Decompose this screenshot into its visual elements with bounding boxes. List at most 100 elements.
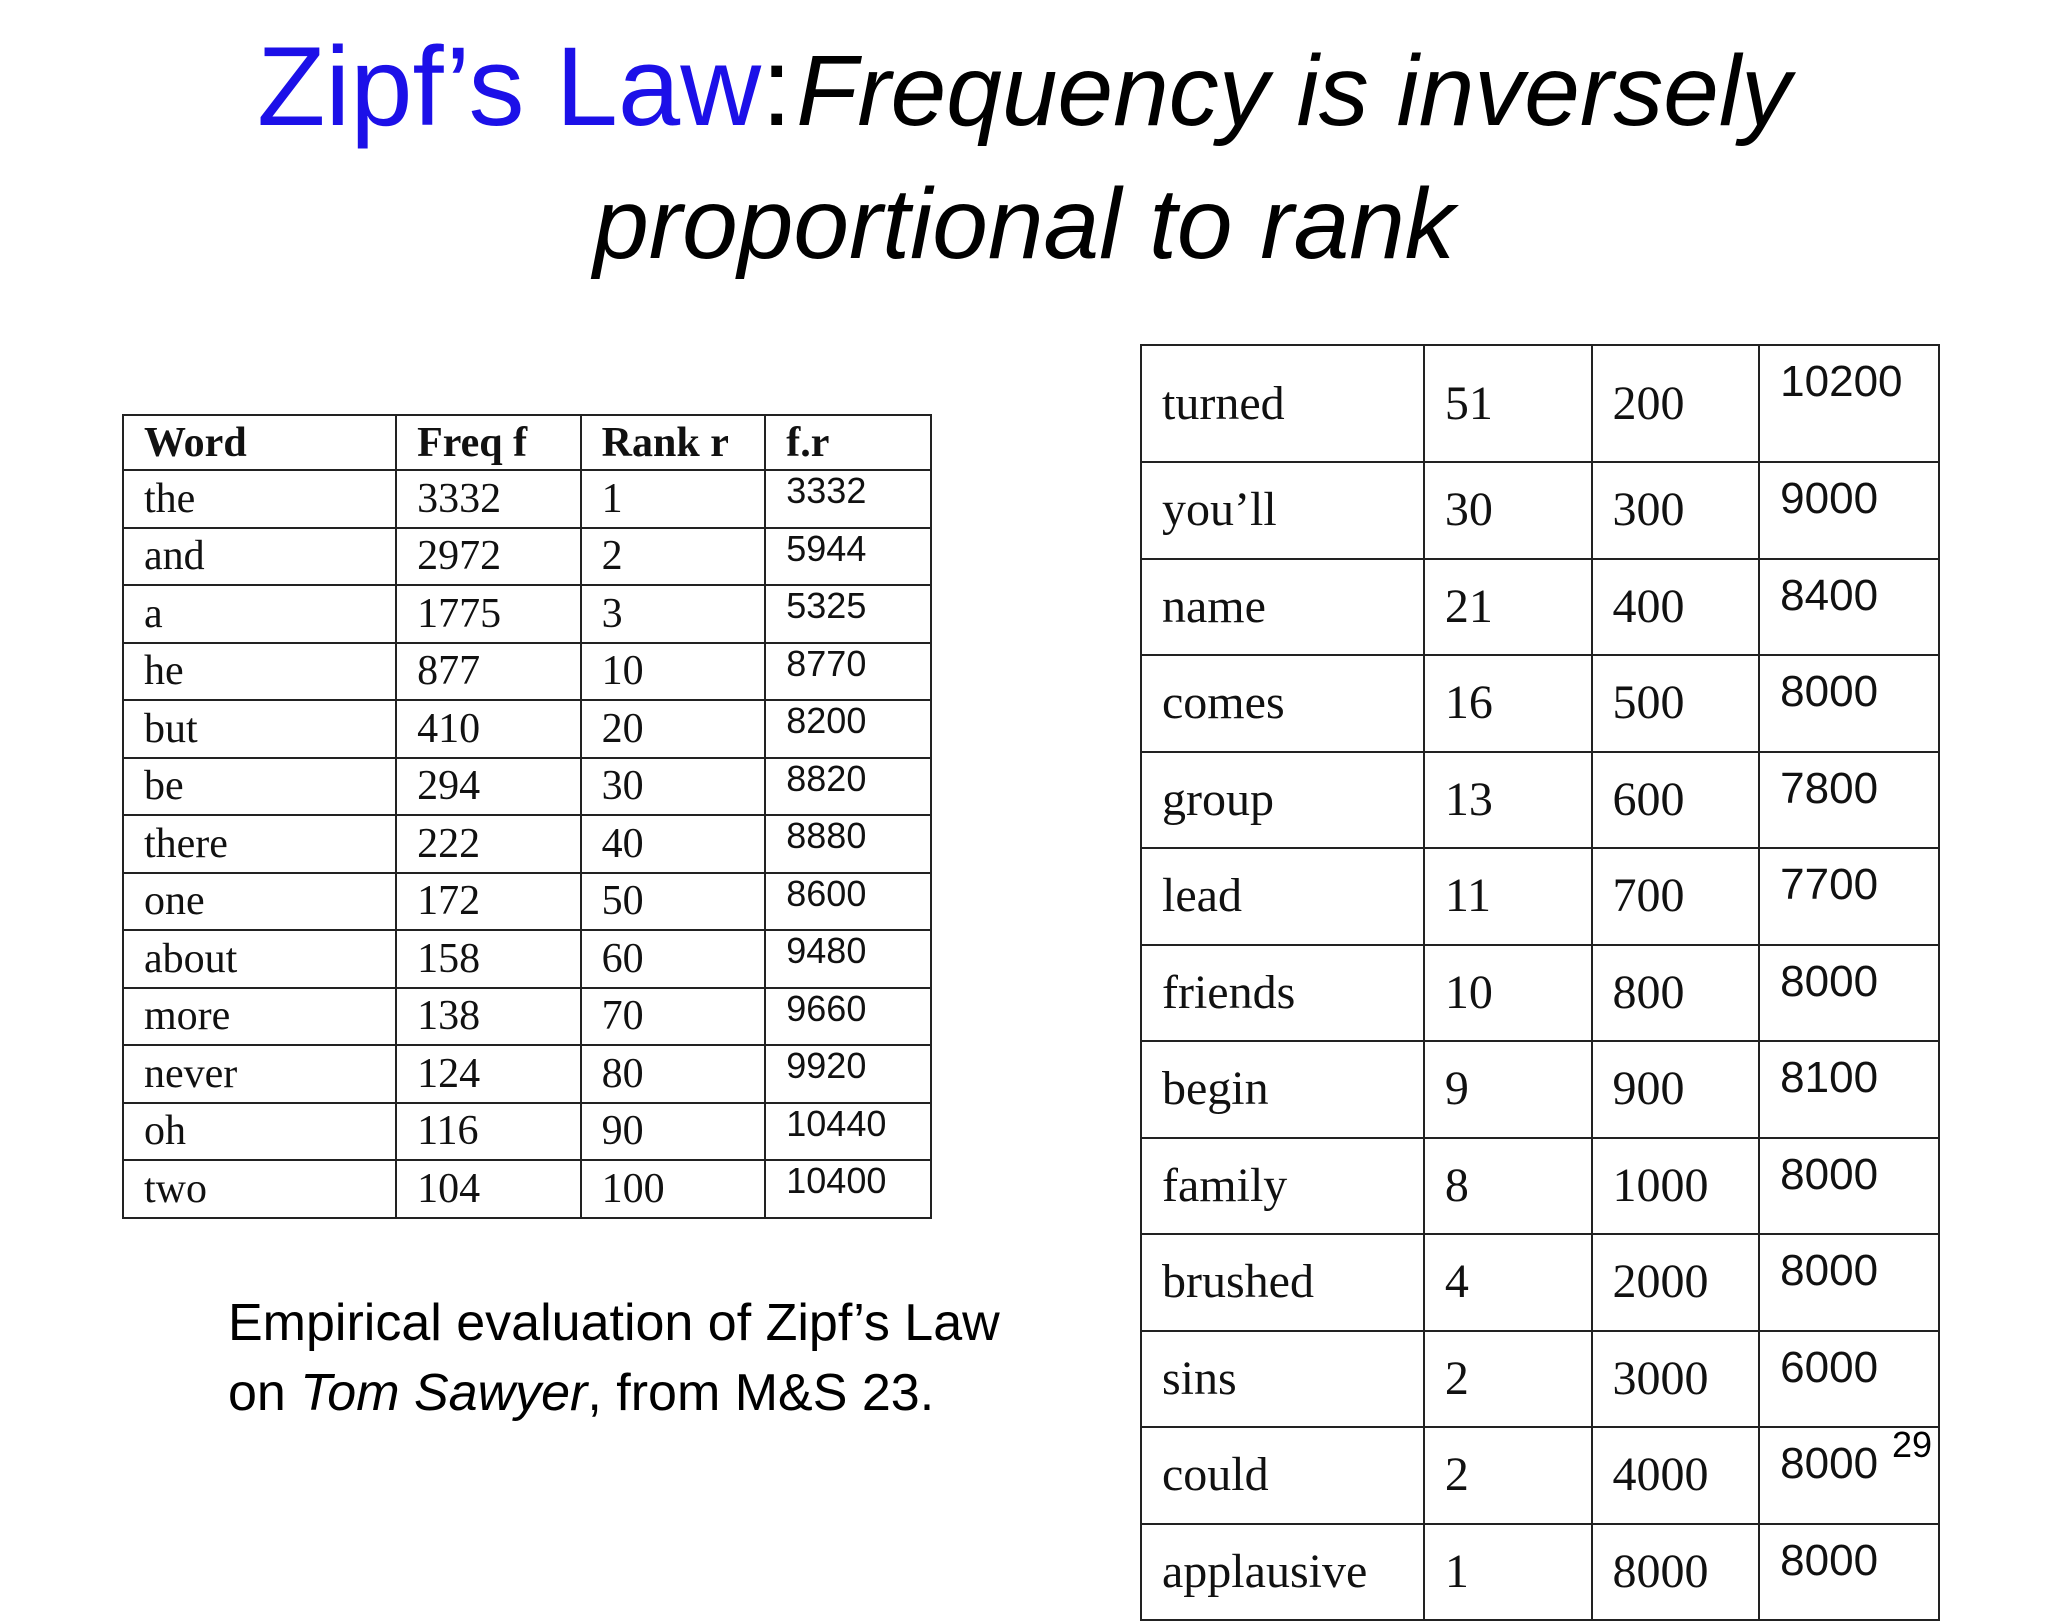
header-product: f.r (764, 414, 932, 471)
cell-word: one (121, 871, 398, 931)
table-row: the 3332 1 3332 (121, 469, 932, 529)
cell-product: 5325 (764, 584, 932, 644)
cell-word: the (121, 469, 398, 529)
cell-rank: 20 (579, 699, 767, 759)
cell-word: but (121, 699, 398, 759)
cell-product: 3332 (764, 469, 932, 529)
cell-rank: 3000 (1590, 1329, 1761, 1428)
table-row: oh 116 90 10440 (121, 1101, 932, 1161)
cell-product: 7700 (1758, 847, 1940, 946)
cell-frequency: 4 (1422, 1233, 1593, 1332)
caption-line-2-prefix: on (228, 1364, 301, 1422)
caption-line-1: Empirical evaluation of Zipf’s Law (228, 1294, 1000, 1352)
word-frequency-table-continued: turned 51 200 10200 you’ll 30 300 9000 name 21 400… (1140, 344, 1940, 1621)
title-main: Zipf’s Law (256, 24, 762, 149)
cell-word: turned (1140, 344, 1425, 463)
cell-rank: 90 (579, 1101, 767, 1161)
cell-word: lead (1140, 847, 1425, 946)
cell-frequency: 3332 (395, 469, 582, 529)
cell-rank: 80 (579, 1044, 767, 1104)
header-freq: Freq f (395, 414, 582, 471)
cell-frequency: 294 (395, 756, 582, 816)
cell-product: 8000 (1758, 1136, 1940, 1235)
cell-word: group (1140, 750, 1425, 849)
cell-frequency: 13 (1422, 750, 1593, 849)
cell-frequency: 222 (395, 814, 582, 874)
table-row: never 124 80 9920 (121, 1044, 932, 1104)
cell-frequency: 158 (395, 929, 582, 989)
cell-product: 9920 (764, 1044, 932, 1104)
table-row: about 158 60 9480 (121, 929, 932, 989)
cell-rank: 900 (1590, 1040, 1761, 1139)
cell-rank: 3 (579, 584, 767, 644)
cell-frequency: 21 (1422, 557, 1593, 656)
table-row: name 21 400 8400 (1140, 557, 1940, 656)
table-row: turned 51 200 10200 (1140, 344, 1940, 463)
cell-product: 8600 (764, 871, 932, 931)
cell-frequency: 9 (1422, 1040, 1593, 1139)
title-line-1: Zipf’s Law: Frequency is inversely (0, 22, 2048, 151)
cell-product: 8400 (1758, 557, 1940, 656)
page-number: 29 (1892, 1424, 1933, 1465)
cell-rank: 200 (1590, 344, 1761, 463)
cell-word: oh (121, 1101, 398, 1161)
cell-product: 8000 (1758, 654, 1940, 753)
cell-frequency: 51 (1422, 344, 1593, 463)
caption-book-title: Tom Sawyer (300, 1364, 588, 1422)
cell-word: begin (1140, 1040, 1425, 1139)
cell-rank: 1 (579, 469, 767, 529)
cell-frequency: 877 (395, 641, 582, 701)
cell-rank: 40 (579, 814, 767, 874)
cell-word: family (1140, 1136, 1425, 1235)
table-row: applausive 1 8000 8000 (1140, 1522, 1940, 1621)
cell-frequency: 104 (395, 1159, 582, 1219)
cell-word: applausive (1140, 1522, 1425, 1621)
cell-frequency: 2 (1422, 1329, 1593, 1428)
cell-product: 10400 (764, 1159, 932, 1219)
table-row: there 222 40 8880 (121, 814, 932, 874)
cell-word: never (121, 1044, 398, 1104)
table-row: two 104 100 10400 (121, 1159, 932, 1219)
cell-product: 9000 (1758, 461, 1940, 560)
cell-frequency: 10 (1422, 943, 1593, 1042)
cell-frequency: 16 (1422, 654, 1593, 753)
cell-rank: 400 (1590, 557, 1761, 656)
table-row: lead 11 700 7700 (1140, 847, 1940, 946)
cell-rank: 10 (579, 641, 767, 701)
cell-product: 10440 (764, 1101, 932, 1161)
header-rank: Rank r (579, 414, 767, 471)
cell-product: 8000 (1758, 1522, 1940, 1621)
cell-rank: 2 (579, 526, 767, 586)
table-row: sins 2 3000 6000 (1140, 1329, 1940, 1428)
cell-frequency: 2 (1422, 1426, 1593, 1525)
cell-rank: 8000 (1590, 1522, 1761, 1621)
cell-word: he (121, 641, 398, 701)
table-row: and 2972 2 5944 (121, 526, 932, 586)
cell-frequency: 124 (395, 1044, 582, 1104)
cell-rank: 300 (1590, 461, 1761, 560)
cell-frequency: 138 (395, 986, 582, 1046)
table-row: be 294 30 8820 (121, 756, 932, 816)
caption-line-2: on Tom Sawyer, from M&S 23. (228, 1358, 1000, 1428)
cell-product: 10200 (1758, 344, 1940, 463)
cell-frequency: 2972 (395, 526, 582, 586)
cell-product: 9480 (764, 929, 932, 989)
cell-product: 7800 (1758, 750, 1940, 849)
cell-product: 9660 (764, 986, 932, 1046)
cell-word: comes (1140, 654, 1425, 753)
cell-product: 8880 (764, 814, 932, 874)
cell-rank: 70 (579, 986, 767, 1046)
cell-frequency: 172 (395, 871, 582, 931)
table-header-row: Word Freq f Rank r f.r (121, 414, 932, 471)
cell-rank: 700 (1590, 847, 1761, 946)
cell-word: sins (1140, 1329, 1425, 1428)
title-subtitle-line-1: Frequency is inversely (796, 35, 1792, 147)
cell-product: 8000 (1758, 1426, 1940, 1525)
table-row: brushed 4 2000 8000 (1140, 1233, 1940, 1332)
cell-rank: 500 (1590, 654, 1761, 753)
table-row: more 138 70 9660 (121, 986, 932, 1046)
cell-rank: 800 (1590, 943, 1761, 1042)
cell-frequency: 116 (395, 1101, 582, 1161)
cell-word: and (121, 526, 398, 586)
cell-product: 6000 (1758, 1329, 1940, 1428)
